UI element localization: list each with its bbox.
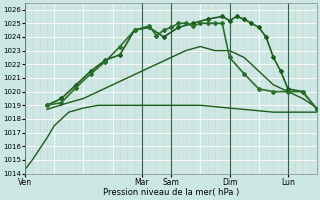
X-axis label: Pression niveau de la mer( hPa ): Pression niveau de la mer( hPa ) [103,188,239,197]
